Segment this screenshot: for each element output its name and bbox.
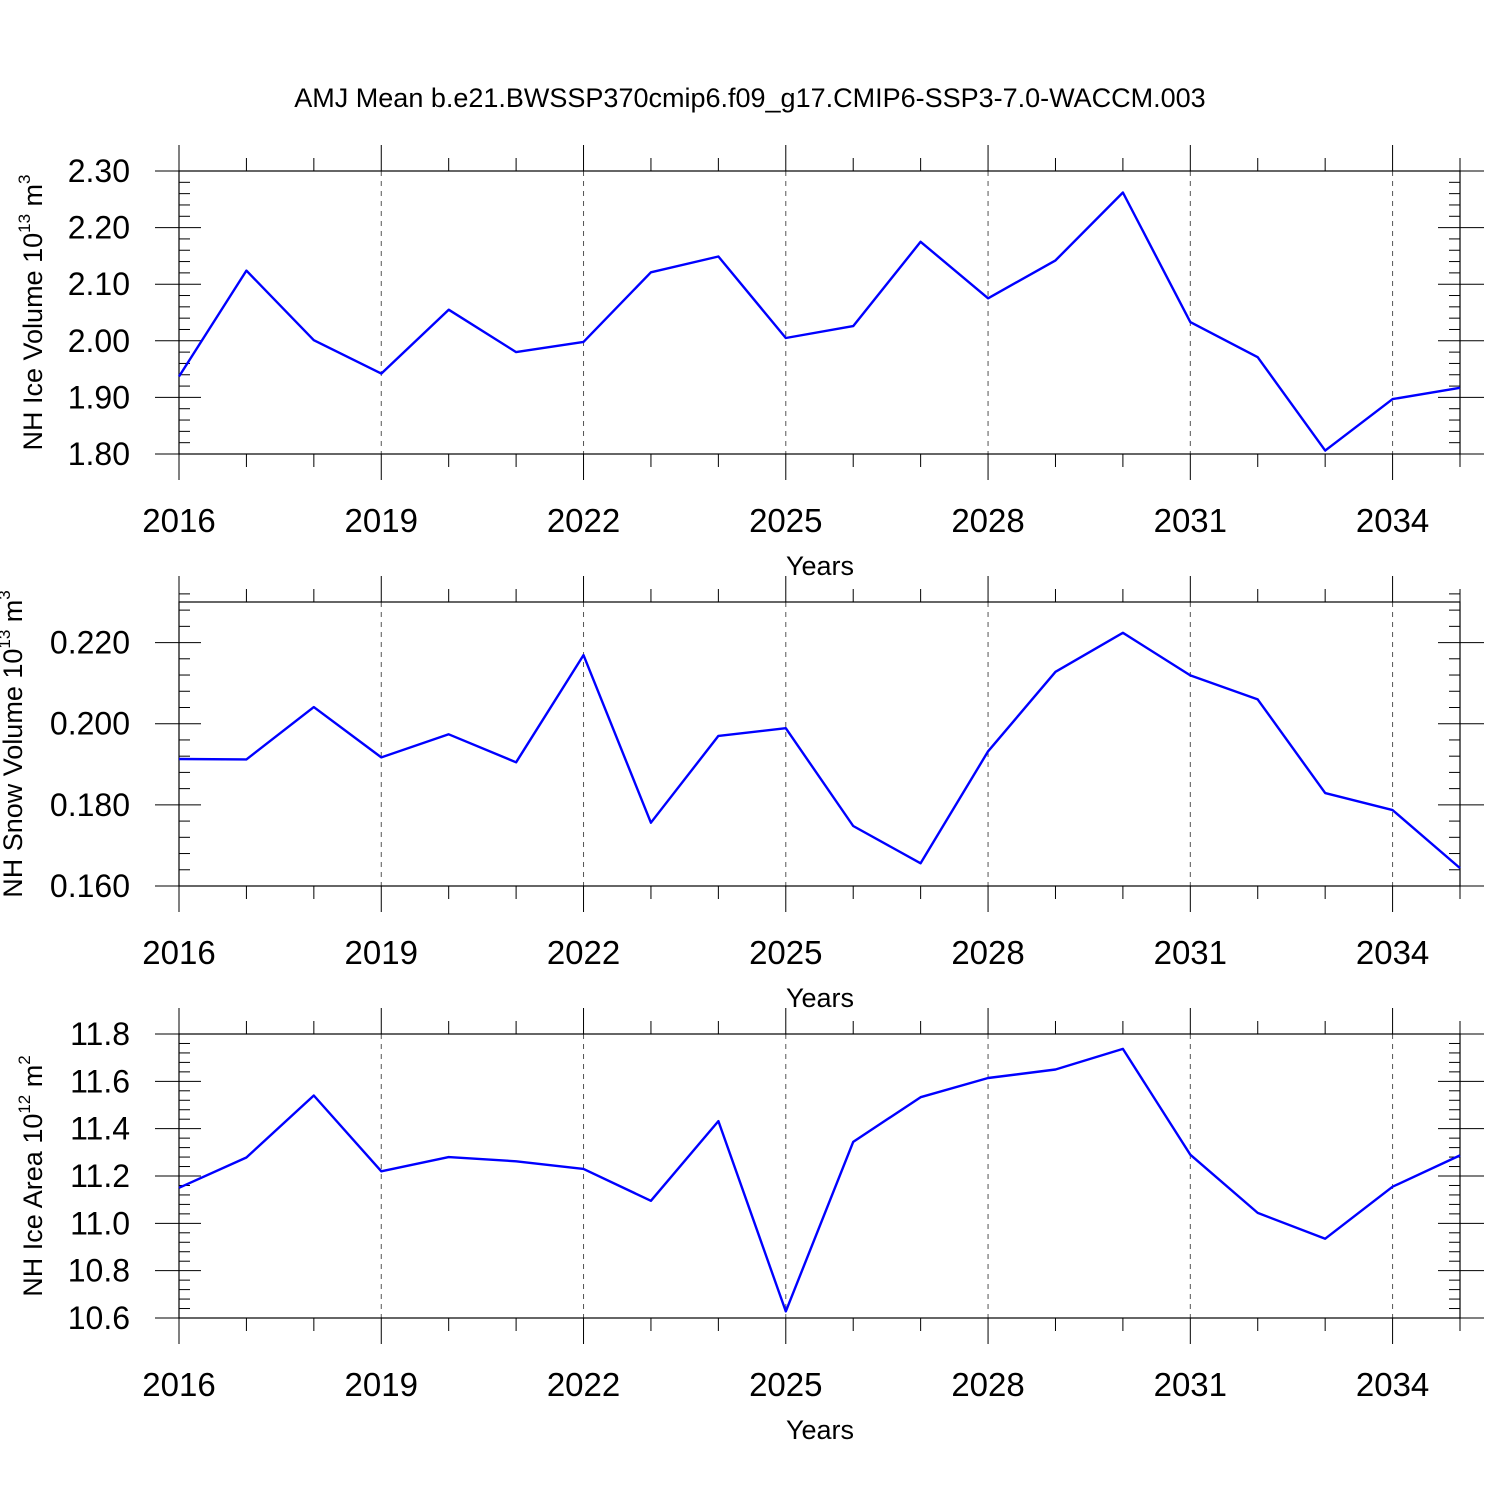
y-axis-label-ylabel-exp: 12 [15, 1095, 34, 1114]
x-tick-label: 2034 [1356, 502, 1429, 539]
y-tick-label: 11.2 [70, 1158, 130, 1194]
series-line [178, 631, 1461, 870]
x-axis-label: Years [786, 1415, 854, 1445]
y-axis-label-ylabel-unit-exp: 3 [0, 590, 14, 599]
y-axis-label-ylabel-main: NH Snow Volume 10 [0, 649, 28, 898]
y-tick-label: 2.10 [68, 266, 130, 302]
x-tick-label: 2025 [749, 502, 822, 539]
chart-panel-ice-area: 2016 2019 2022 2025 2028 2031 2034 10.6 10.8 11.0… [15, 1008, 1484, 1445]
x-tick-label: 2028 [951, 934, 1024, 971]
x-axis-label: Years [786, 551, 854, 581]
x-tick-label: 2022 [547, 502, 620, 539]
y-tick-label: 0.200 [50, 706, 130, 742]
x-axis-label: Years [786, 983, 854, 1013]
x-tick-label: 2016 [142, 502, 215, 539]
y-tick-label: 11.6 [70, 1063, 130, 1099]
y-tick-label: 11.4 [70, 1111, 130, 1147]
y-axis-label: NH Ice Volume 1013 m3 [15, 175, 48, 451]
x-tick-label: 2028 [951, 1366, 1024, 1403]
plot-frame [178, 1033, 1461, 1319]
chart-panel-ice-volume: 2016 2019 2022 2025 2028 2031 2034 1.80 1.90 2.00… [15, 145, 1484, 581]
y-axis-label: NH Snow Volume 1013 m3 [0, 590, 28, 898]
x-tick-label: 2031 [1154, 934, 1227, 971]
y-axis-label-ylabel-main: NH Ice Area 10 [18, 1114, 48, 1297]
x-tick-label: 2016 [142, 1366, 215, 1403]
x-tick-label: 2031 [1154, 502, 1227, 539]
y-tick-label: 2.30 [68, 153, 130, 189]
y-axis-label-ylabel-exp: 13 [0, 630, 14, 649]
y-axis-label-ylabel-unit: m [0, 600, 28, 630]
x-tick-label: 2019 [345, 1366, 418, 1403]
y-tick-label: 0.160 [50, 868, 130, 904]
y-axis-label-ylabel-exp: 13 [15, 214, 34, 233]
plot-frame [178, 601, 1461, 887]
y-tick-label: 10.8 [68, 1253, 130, 1289]
y-axis-label-ylabel-main: NH Ice Volume 10 [18, 233, 48, 451]
x-tick-label: 2025 [749, 1366, 822, 1403]
y-axis-label-ylabel-unit-exp: 3 [15, 175, 34, 184]
y-tick-label: 2.20 [68, 210, 130, 246]
y-axis-label-ylabel-unit: m [18, 1065, 48, 1095]
x-tick-label: 2034 [1356, 1366, 1429, 1403]
x-tick-label: 2019 [345, 502, 418, 539]
y-axis-label-ylabel-unit-exp: 2 [15, 1055, 34, 1064]
y-tick-label: 1.90 [68, 379, 130, 415]
y-tick-label: 0.180 [50, 787, 130, 823]
y-axis-label-ylabel-unit: m [18, 184, 48, 214]
y-tick-label: 11.0 [70, 1205, 130, 1241]
chart-panel-snow-volume: 2016 2019 2022 2025 2028 2031 2034 0.160 0.180 0.… [0, 576, 1484, 1013]
x-tick-label: 2031 [1154, 1366, 1227, 1403]
x-tick-label: 2022 [547, 1366, 620, 1403]
x-tick-label: 2019 [345, 934, 418, 971]
x-tick-label: 2028 [951, 502, 1024, 539]
x-tick-label: 2025 [749, 934, 822, 971]
y-tick-label: 0.220 [50, 625, 130, 661]
y-tick-label: 11.8 [70, 1016, 130, 1052]
series-line [178, 1047, 1461, 1313]
x-tick-label: 2022 [547, 934, 620, 971]
figure-title: AMJ Mean b.e21.BWSSP370cmip6.f09_g17.CMI… [294, 83, 1205, 113]
y-axis-label: NH Ice Area 1012 m2 [15, 1055, 48, 1296]
y-tick-label: 1.80 [68, 436, 130, 472]
y-tick-label: 10.6 [68, 1300, 130, 1336]
y-tick-label: 2.00 [68, 323, 130, 359]
x-tick-label: 2016 [142, 934, 215, 971]
panels: 2016 2019 2022 2025 2028 2031 2034 1.80 1.90 2.00… [0, 145, 1484, 1445]
plot-frame [178, 170, 1461, 455]
x-tick-label: 2034 [1356, 934, 1429, 971]
series-line [177, 191, 1461, 452]
